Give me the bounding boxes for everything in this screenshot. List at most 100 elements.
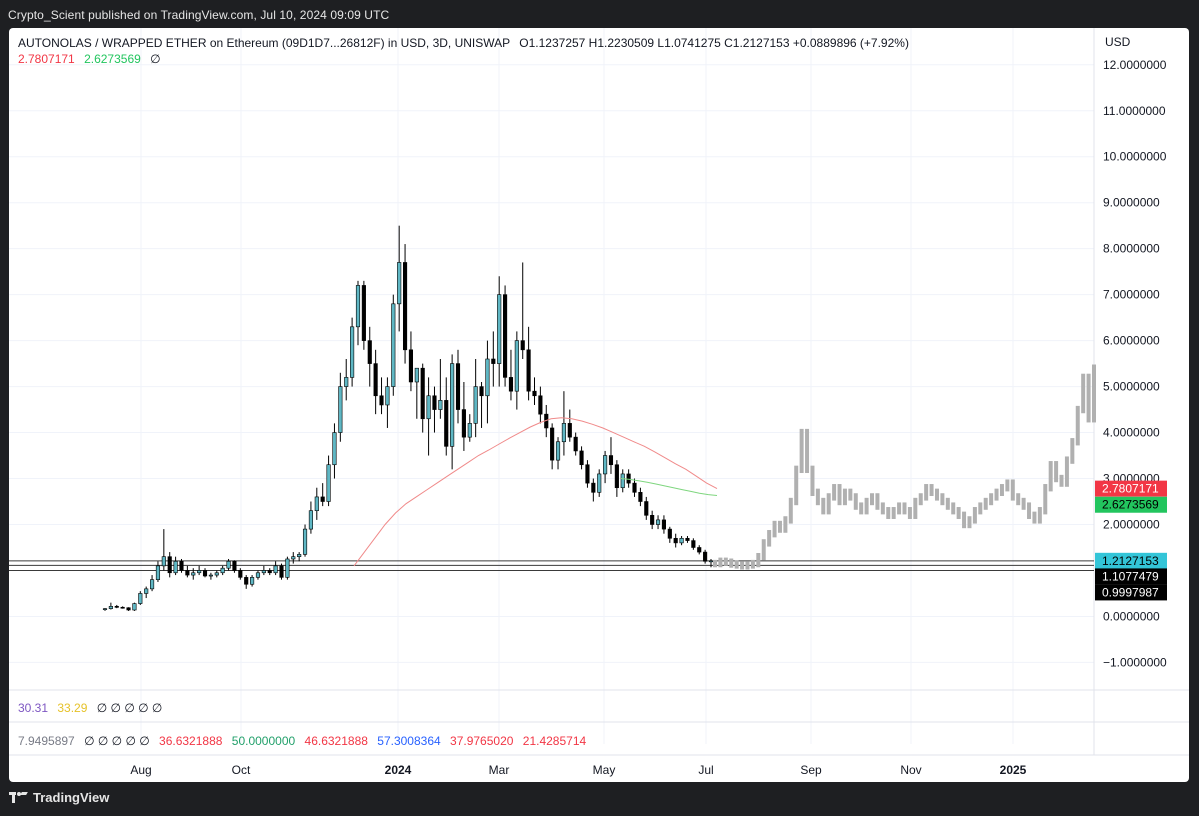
pane2-legend[interactable]: 30.31 33.29 ∅ ∅ ∅ ∅ ∅ bbox=[18, 701, 162, 715]
projection-bar bbox=[1081, 373, 1086, 414]
candle-body bbox=[591, 482, 596, 493]
candle-body bbox=[697, 547, 702, 553]
pane3-value-3: 50.0000000 bbox=[231, 734, 296, 748]
projection-bar bbox=[983, 497, 988, 510]
projection-bar bbox=[897, 502, 902, 515]
candle-body bbox=[226, 560, 231, 569]
candle-body bbox=[391, 303, 396, 387]
price-chart[interactable]: −1.00000000.00000001.00000002.00000003.0… bbox=[9, 28, 1189, 782]
projection-bar bbox=[772, 520, 777, 538]
candle-body bbox=[497, 294, 502, 364]
pane2-nulls: ∅ ∅ ∅ ∅ ∅ bbox=[96, 701, 163, 715]
attribution-text: Crypto_Scient published on TradingView.c… bbox=[8, 8, 390, 22]
y-tick-label: 11.0000000 bbox=[1103, 104, 1166, 118]
candle-body bbox=[532, 390, 537, 397]
projection-bar bbox=[756, 553, 761, 568]
candle-body bbox=[250, 577, 255, 585]
projection-bar bbox=[1010, 479, 1015, 501]
projection-bar bbox=[734, 560, 739, 569]
projection-bar bbox=[1043, 484, 1048, 515]
candle-body bbox=[579, 450, 584, 466]
price-tag-black1: 1.1077479 bbox=[1102, 569, 1159, 583]
ma-legend[interactable]: 2.7807171 2.6273569 ∅ bbox=[18, 52, 161, 66]
candle-body bbox=[650, 515, 655, 525]
projection-bar bbox=[1016, 493, 1021, 506]
pane3-legend[interactable]: 7.9495897 ∅ ∅ ∅ ∅ ∅ 36.6321888 50.000000… bbox=[18, 734, 586, 748]
projection-bar bbox=[815, 488, 820, 506]
candle-body bbox=[132, 603, 137, 611]
projection-bar bbox=[918, 493, 923, 506]
candle-body bbox=[526, 349, 531, 392]
price-tag-black1-bg bbox=[1095, 568, 1167, 585]
currency-label[interactable]: USD bbox=[1105, 35, 1131, 49]
y-tick-label: 2.0000000 bbox=[1103, 518, 1160, 532]
candle-body bbox=[208, 574, 213, 577]
candle-body bbox=[379, 395, 384, 406]
x-tick-label: May bbox=[593, 763, 616, 777]
y-tick-label: 10.0000000 bbox=[1103, 150, 1167, 164]
pane2-value-2: 33.29 bbox=[57, 701, 88, 715]
candle-body bbox=[261, 570, 266, 574]
chart-frame[interactable]: −1.00000000.00000001.00000002.00000003.0… bbox=[9, 28, 1189, 782]
y-tick-label: 0.0000000 bbox=[1103, 609, 1160, 623]
candle-body bbox=[361, 285, 366, 341]
candle-body bbox=[244, 577, 249, 585]
projection-bar bbox=[859, 502, 864, 515]
candle-body bbox=[520, 340, 525, 351]
projection-bar bbox=[777, 520, 782, 533]
symbol-legend[interactable]: AUTONOLAS / WRAPPED ETHER on Ethereum (0… bbox=[18, 36, 909, 50]
projection-bar bbox=[907, 507, 912, 519]
y-tick-label: 6.0000000 bbox=[1103, 334, 1160, 348]
candle-body bbox=[673, 537, 678, 544]
candle-body bbox=[432, 395, 437, 410]
ohlc-values: O1.1237257 H1.2230509 L1.0741275 C1.2127… bbox=[519, 36, 909, 50]
candle-body bbox=[626, 473, 631, 484]
candle-body bbox=[567, 423, 572, 438]
x-tick-label: Jul bbox=[698, 763, 713, 777]
candle-body bbox=[144, 588, 149, 594]
projection-bar bbox=[951, 502, 956, 515]
projection-bar bbox=[832, 484, 837, 501]
candle-body bbox=[555, 441, 561, 461]
projection-bar bbox=[870, 493, 875, 506]
x-tick-label: Mar bbox=[489, 763, 510, 777]
projection-bar bbox=[891, 507, 896, 519]
candle-body bbox=[161, 556, 166, 567]
projection-bar bbox=[1032, 511, 1037, 524]
candle-body bbox=[420, 367, 425, 420]
projection-bar bbox=[750, 559, 755, 569]
candle-body bbox=[655, 519, 661, 525]
candle-body bbox=[638, 492, 643, 502]
candle-body bbox=[597, 473, 602, 493]
candle-body bbox=[191, 572, 196, 576]
projection-bar bbox=[1048, 461, 1053, 492]
projection-bar bbox=[848, 488, 853, 501]
price-tag-black2-bg bbox=[1095, 584, 1167, 601]
candle-body bbox=[397, 262, 402, 305]
projection-bar bbox=[864, 497, 869, 515]
y-tick-label: 9.0000000 bbox=[1103, 196, 1160, 210]
candle-body bbox=[491, 358, 496, 364]
candle-body bbox=[608, 455, 614, 466]
pane2-value-1: 30.31 bbox=[18, 701, 49, 715]
y-tick-label: 4.0000000 bbox=[1103, 426, 1160, 440]
candle-body bbox=[367, 340, 372, 364]
projection-bar bbox=[880, 502, 885, 515]
footer-brand[interactable]: TradingView bbox=[9, 790, 109, 805]
projection-bar bbox=[989, 493, 994, 506]
candle-body bbox=[691, 540, 696, 548]
symbol-title: AUTONOLAS / WRAPPED ETHER on Ethereum (0… bbox=[18, 36, 510, 50]
candle-body bbox=[467, 423, 472, 438]
candle-body bbox=[538, 395, 543, 415]
candle-body bbox=[185, 570, 190, 576]
candle-body bbox=[414, 367, 419, 383]
price-tag-green-bg bbox=[1095, 496, 1167, 513]
candle-body bbox=[402, 262, 408, 351]
candle-body bbox=[644, 501, 649, 516]
y-tick-label: −1.0000000 bbox=[1103, 655, 1167, 669]
pane3-value-2: 36.6321888 bbox=[159, 734, 223, 748]
candle-body bbox=[326, 464, 331, 502]
ma-green-line bbox=[620, 478, 718, 496]
candle-body bbox=[514, 340, 519, 392]
candle-body bbox=[708, 560, 714, 563]
